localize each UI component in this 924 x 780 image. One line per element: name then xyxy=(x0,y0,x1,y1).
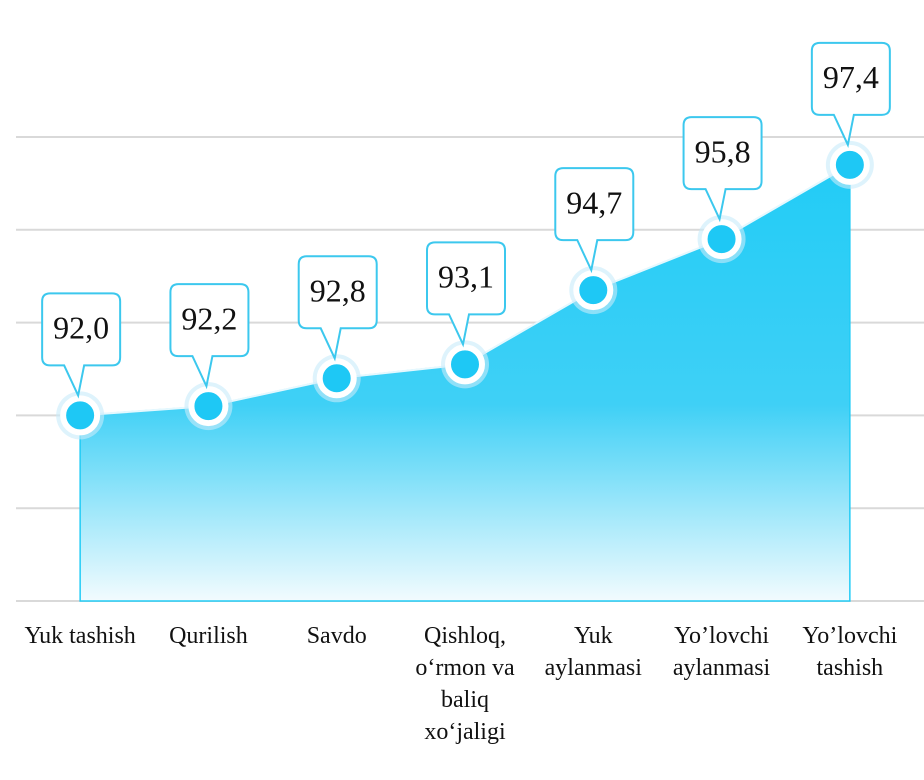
x-tick-label: Yo’lovchi tashish xyxy=(802,623,898,681)
marker xyxy=(829,144,870,185)
data-label: 92,2 xyxy=(181,300,237,336)
x-tick-label: Savdo xyxy=(306,623,367,649)
marker xyxy=(188,386,229,427)
marker xyxy=(573,270,614,311)
data-label: 94,7 xyxy=(566,184,622,220)
marker xyxy=(316,358,357,399)
callout xyxy=(41,292,122,399)
callout xyxy=(297,255,378,362)
x-tick-label: Yuk tashish xyxy=(24,623,136,649)
marker xyxy=(701,219,742,260)
x-tick-label: Qishloq, o‘rmon va baliq xo‘jaligi xyxy=(415,623,515,745)
data-label: 93,1 xyxy=(438,259,494,295)
data-label: 92,0 xyxy=(53,310,109,346)
callout xyxy=(810,41,891,149)
callout xyxy=(554,167,635,274)
data-label: 97,4 xyxy=(823,59,879,95)
x-tick-label: Yuk aylanmasi xyxy=(544,623,642,681)
callout xyxy=(169,283,250,390)
callout xyxy=(426,241,506,348)
x-tick-label: Yo’lovchi aylanmasi xyxy=(672,623,771,681)
data-label: 92,8 xyxy=(310,273,366,309)
marker xyxy=(445,344,485,385)
data-label: 95,8 xyxy=(695,133,751,169)
x-tick-label: Qurilish xyxy=(169,623,248,649)
marker xyxy=(60,395,101,436)
callout xyxy=(682,116,763,223)
